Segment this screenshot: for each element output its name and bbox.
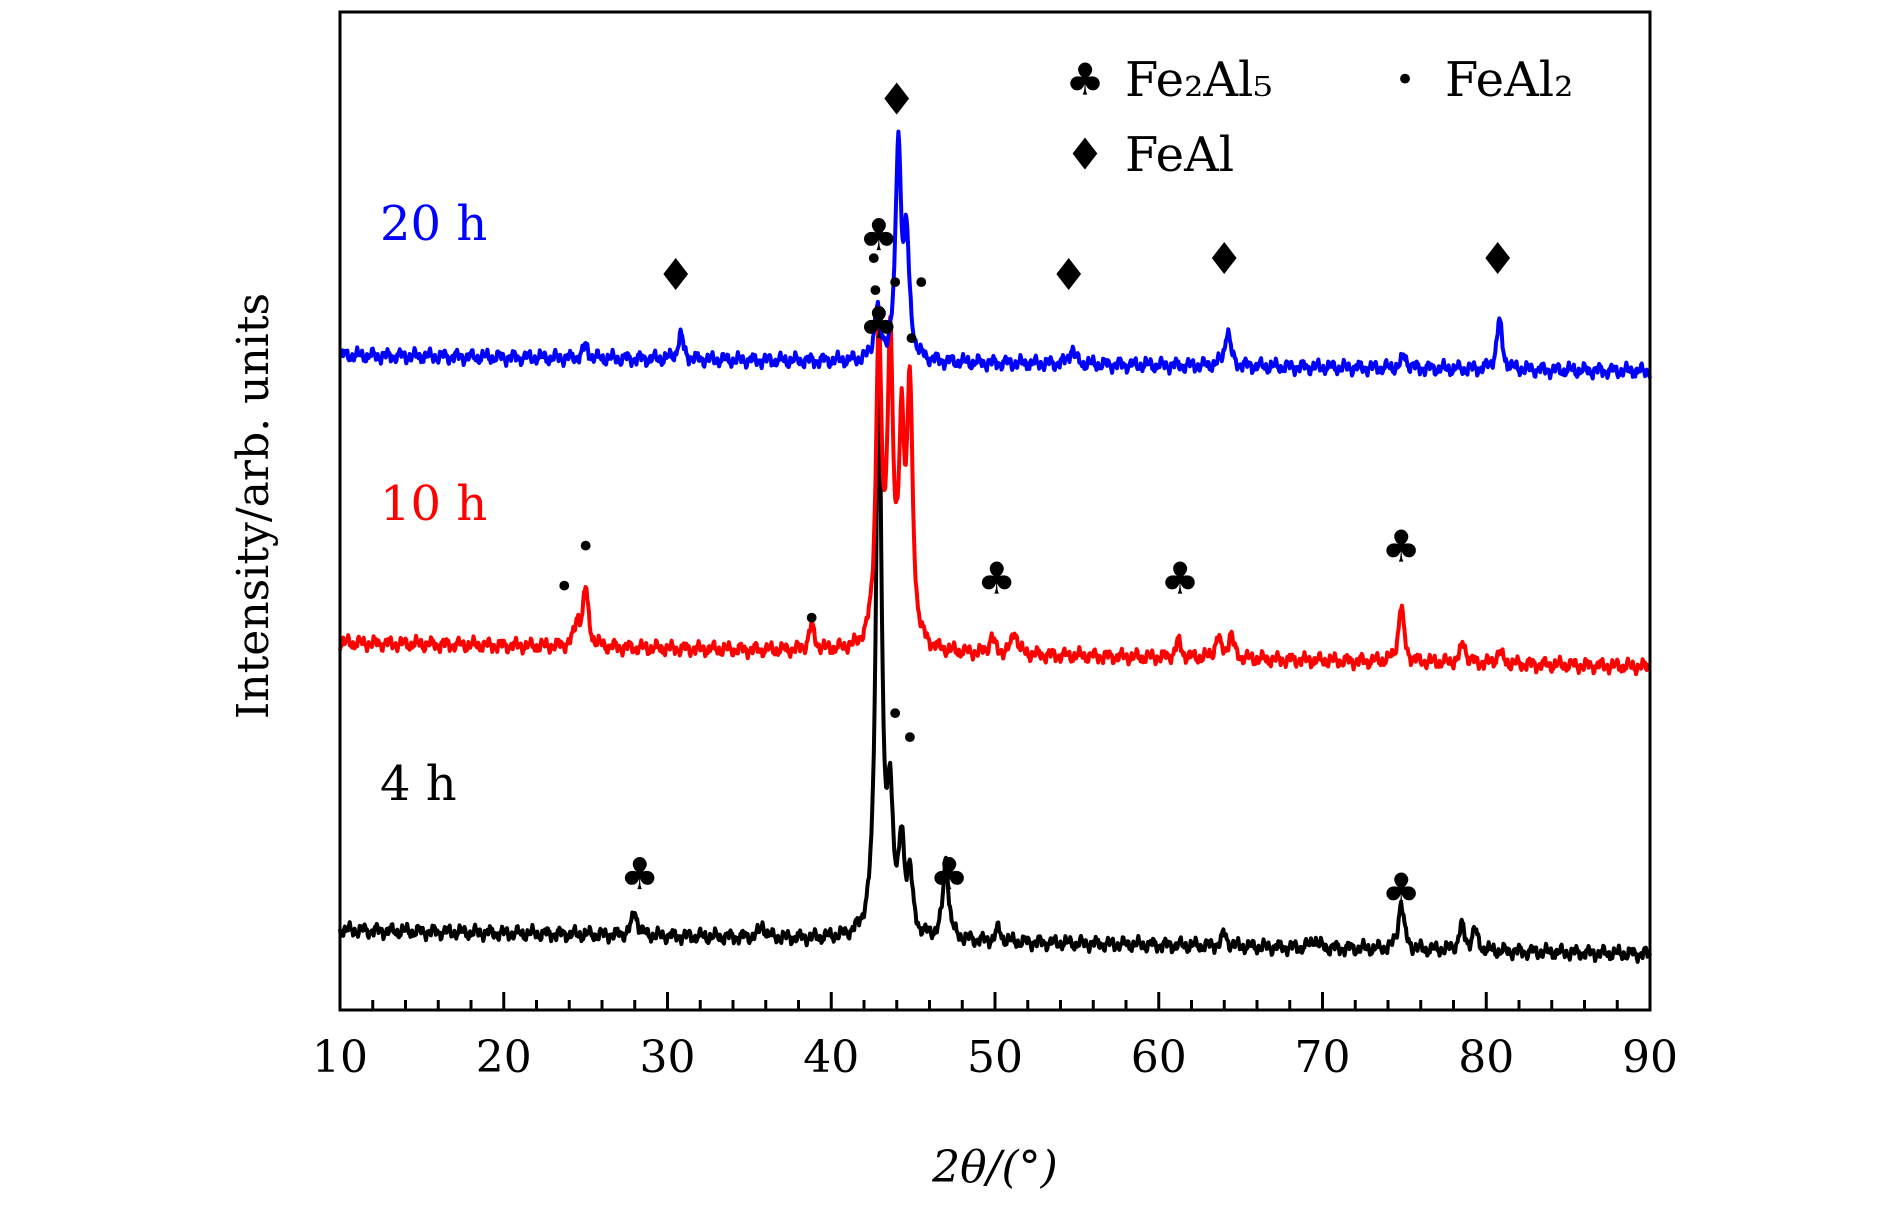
peak-marker: ♣ <box>929 849 968 900</box>
peak-marker: • <box>901 319 921 359</box>
peak-marker: ♦ <box>1205 234 1244 285</box>
x-tick-label: 70 <box>1295 1032 1351 1083</box>
peak-marker: • <box>554 567 574 607</box>
peak-marker: ♣ <box>1160 553 1199 604</box>
series-line-10h <box>338 311 1652 677</box>
peak-marker: ♣ <box>1381 865 1420 916</box>
x-tick-label: 20 <box>476 1032 532 1083</box>
legend-label: Fe₂Al₅ <box>1125 52 1273 108</box>
x-axis-label: 2θ/(°) <box>931 1142 1058 1193</box>
x-tick-label: 60 <box>1131 1032 1187 1083</box>
peak-marker: • <box>802 599 822 639</box>
peak-marker: • <box>911 263 931 303</box>
y-axis-label: Intensity/arb. units <box>228 293 279 719</box>
x-tick-label: 30 <box>640 1032 696 1083</box>
peak-marker: ♣ <box>977 553 1016 604</box>
peak-marker: • <box>864 240 884 280</box>
peak-marker: ♣ <box>859 298 898 349</box>
series-layer <box>338 129 1652 964</box>
peak-marker: ♣ <box>859 210 898 261</box>
x-tick-label: 80 <box>1458 1032 1514 1083</box>
peak-marker: ♣ <box>1381 521 1420 572</box>
legend-symbol: ♦ <box>1065 130 1104 181</box>
x-tick-label: 50 <box>967 1032 1023 1083</box>
series-label: 10 h <box>380 476 487 532</box>
legend: ♣ Fe₂Al₅ • FeAl₂ ♦ FeAl <box>1065 52 1573 183</box>
peak-marker: ♦ <box>877 74 916 125</box>
series-line-4h <box>338 339 1652 964</box>
plot-frame <box>338 10 1652 1012</box>
peak-marker: ♦ <box>1478 234 1517 285</box>
x-tick-label: 40 <box>803 1032 859 1083</box>
peak-marker: ♦ <box>1049 250 1088 301</box>
legend-symbol: ♣ <box>1065 55 1104 106</box>
legend-symbol: • <box>1395 60 1415 100</box>
legend-label: FeAl₂ <box>1445 52 1573 108</box>
peak-marker: ♦ <box>656 250 695 301</box>
x-tick-label: 10 <box>312 1032 368 1083</box>
x-axis-ticks: 10 20 30 40 50 60 70 80 90 <box>312 992 1678 1083</box>
legend-label: FeAl <box>1125 127 1234 183</box>
peak-marker: • <box>885 695 905 735</box>
series-labels: 4 h 10 h 20 h <box>380 196 487 812</box>
series-label: 20 h <box>380 196 487 252</box>
peak-annotations: ♣♣••♣ ♣•••♣• ••♣ ♣♣♦ ••♦♦ ♦ ♦ <box>554 74 1517 915</box>
peak-marker: • <box>885 263 905 303</box>
peak-marker: • <box>576 527 596 567</box>
peak-marker: ♣ <box>620 849 659 900</box>
x-tick-label: 90 <box>1622 1032 1678 1083</box>
series-line-20h <box>338 129 1652 381</box>
peak-marker: • <box>900 719 920 759</box>
peak-marker: • <box>865 271 885 311</box>
series-label: 4 h <box>380 756 457 812</box>
